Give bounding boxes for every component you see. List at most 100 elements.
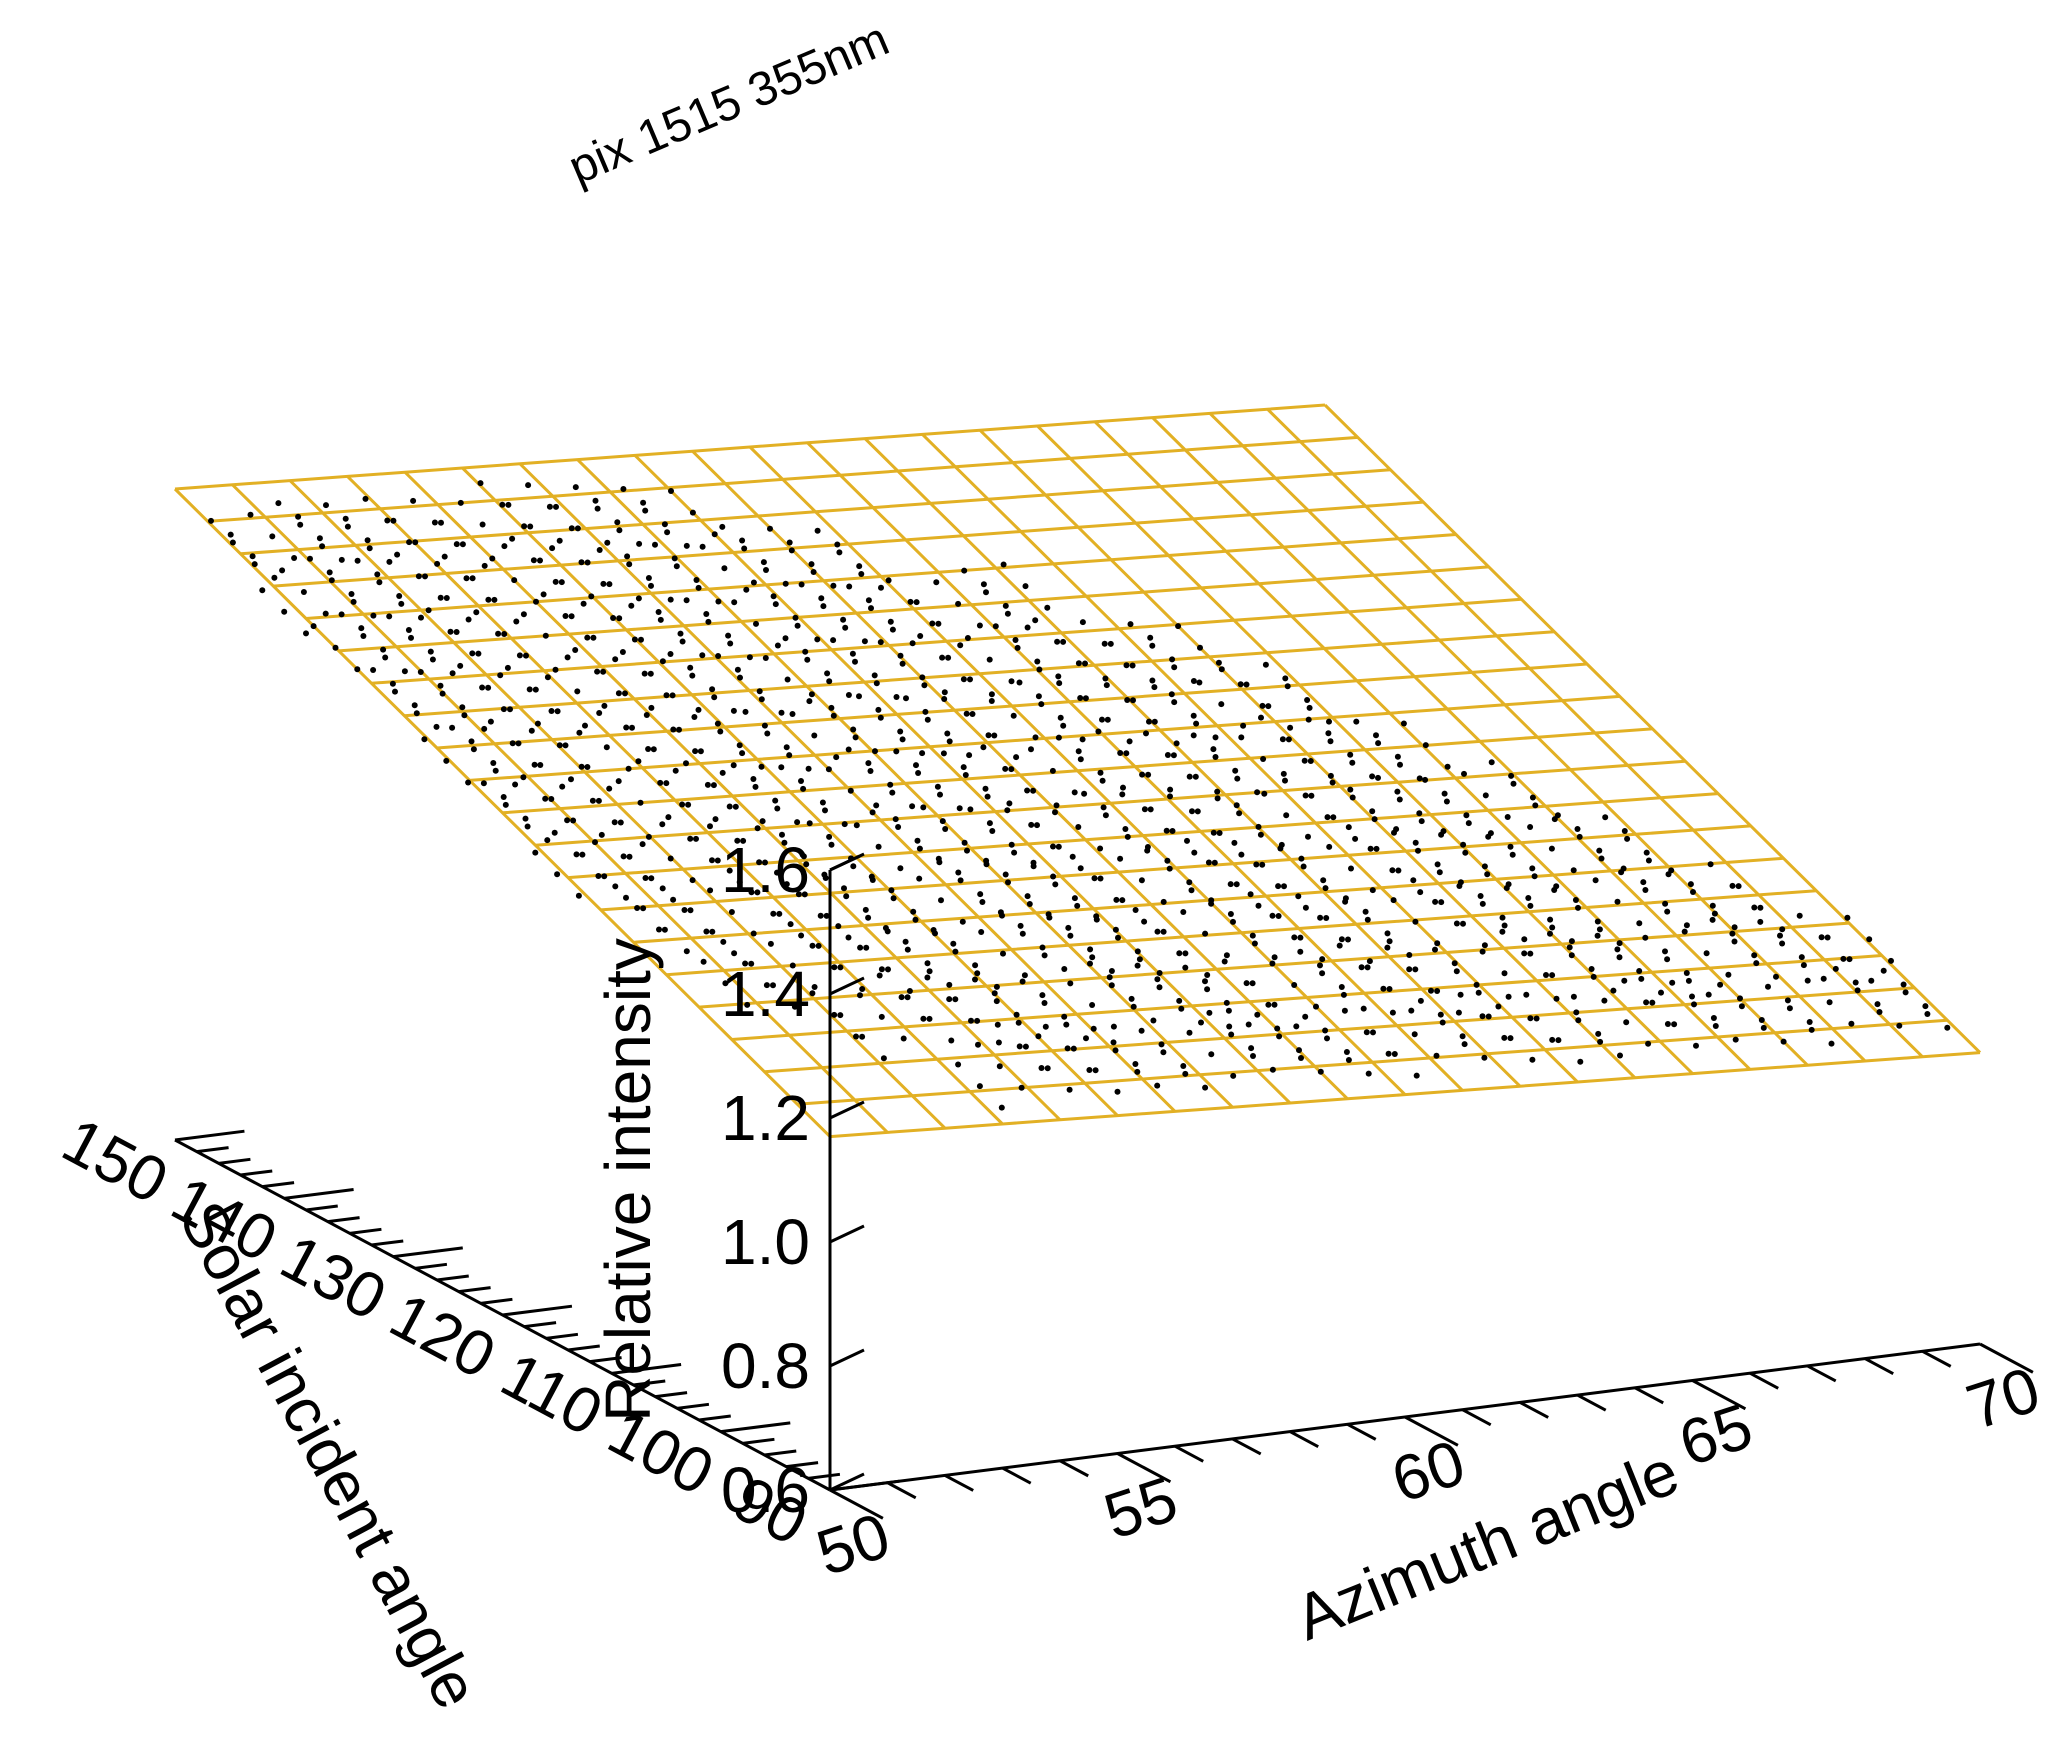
data-point [1362, 908, 1369, 915]
data-point [1169, 656, 1176, 663]
data-point [1287, 724, 1294, 731]
data-point [1338, 936, 1345, 943]
data-point [1434, 988, 1441, 994]
data-point [1091, 875, 1098, 882]
data-point [980, 744, 987, 751]
data-point [370, 612, 377, 619]
data-point [614, 519, 621, 526]
data-point [1138, 1027, 1145, 1034]
data-point [1204, 972, 1211, 978]
data-point [968, 1017, 974, 1024]
data-point [1163, 827, 1170, 834]
data-point [667, 596, 674, 603]
data-point [1208, 900, 1215, 907]
data-point [667, 855, 674, 862]
data-point [502, 801, 509, 808]
data-point [532, 686, 539, 693]
data-point [354, 666, 361, 673]
data-point [640, 499, 647, 506]
data-point [490, 760, 497, 766]
data-point [1370, 1029, 1376, 1036]
data-point [530, 557, 537, 564]
data-point [938, 897, 944, 904]
data-point [1616, 940, 1623, 947]
data-point [511, 577, 518, 584]
data-point [1479, 1013, 1486, 1020]
data-point [1160, 898, 1167, 905]
data-point [418, 614, 424, 621]
data-point [1182, 1070, 1189, 1077]
data-point [470, 746, 477, 753]
data-point [1687, 881, 1694, 888]
data-point [861, 638, 868, 645]
data-point [459, 704, 466, 711]
data-point [1249, 980, 1256, 987]
data-point [798, 778, 804, 784]
data-point [1338, 984, 1345, 990]
data-point [852, 734, 859, 741]
data-point [382, 654, 389, 661]
data-point [787, 921, 794, 928]
data-point [1065, 924, 1072, 931]
data-point [1171, 664, 1178, 671]
data-point [687, 835, 694, 842]
data-point [699, 652, 706, 659]
data-point [1432, 898, 1439, 905]
data-point [1662, 948, 1668, 955]
data-point [734, 837, 741, 844]
data-point [687, 907, 694, 914]
data-point [1114, 1088, 1121, 1095]
data-point [1824, 934, 1831, 941]
data-point [728, 909, 735, 915]
data-point [1547, 930, 1553, 937]
y-minor-tick [480, 1297, 513, 1305]
data-point [504, 664, 511, 671]
data-point [1223, 999, 1230, 1006]
data-point [710, 782, 717, 789]
data-point [1575, 904, 1581, 911]
data-point [693, 577, 700, 583]
data-point [959, 918, 966, 925]
surface-grid-line-y [1036, 424, 1694, 1075]
data-point [1896, 1022, 1903, 1029]
data-point [1254, 789, 1261, 796]
data-point [1322, 1027, 1329, 1034]
data-point [522, 815, 529, 822]
data-point [1166, 865, 1173, 872]
data-point [629, 724, 635, 731]
data-point [1548, 845, 1555, 852]
data-point [549, 545, 556, 552]
data-point [1731, 938, 1738, 945]
data-point [623, 724, 630, 731]
data-point [1100, 804, 1107, 811]
data-point [791, 1003, 798, 1010]
data-point [1636, 920, 1643, 927]
data-point [1408, 1007, 1415, 1014]
data-point [1305, 716, 1312, 723]
data-point [1103, 682, 1110, 689]
data-point [1846, 956, 1853, 963]
data-point [1324, 814, 1331, 821]
y-minor-tick [262, 1181, 295, 1189]
data-point [1479, 948, 1486, 955]
data-point [1107, 640, 1114, 647]
data-point [668, 488, 674, 494]
data-point [828, 704, 835, 711]
data-point [279, 567, 286, 574]
data-point [1400, 720, 1407, 727]
data-point [857, 944, 864, 951]
data-point [767, 940, 774, 947]
data-point [1129, 662, 1136, 669]
data-point [259, 587, 266, 594]
data-point [761, 722, 768, 729]
data-point [1840, 955, 1847, 962]
data-point [1345, 1057, 1352, 1063]
data-point [934, 783, 941, 790]
data-point [1529, 1056, 1536, 1063]
data-point [955, 1061, 962, 1068]
data-point [744, 1001, 751, 1008]
x-minor-tick [1289, 1430, 1319, 1449]
data-point [889, 626, 896, 633]
data-point [991, 732, 998, 739]
data-point [1124, 833, 1131, 840]
